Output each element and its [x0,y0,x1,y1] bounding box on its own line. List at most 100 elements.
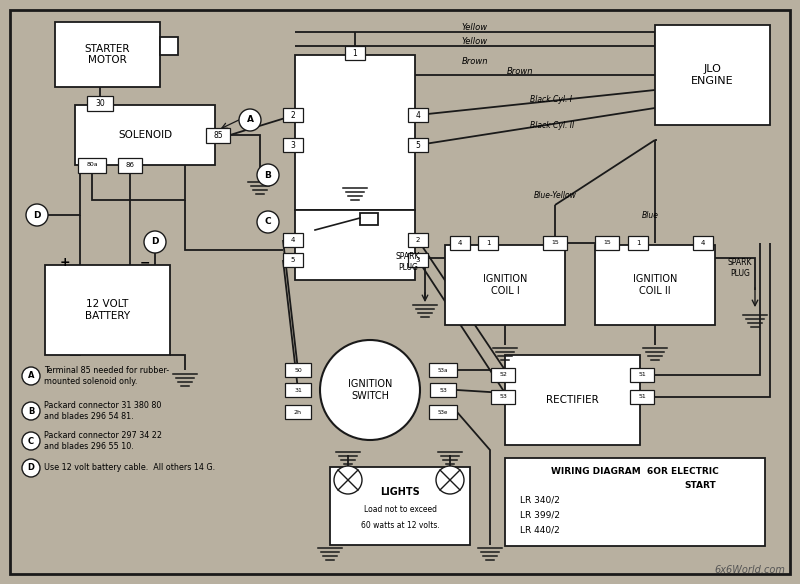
Text: 53a: 53a [438,367,448,373]
Text: 2: 2 [416,237,420,243]
Text: Yellow: Yellow [462,37,488,47]
Bar [360,213,378,225]
Text: 3: 3 [416,257,420,263]
Text: IGNITION
COIL II: IGNITION COIL II [633,274,677,296]
Text: −: − [140,256,150,269]
Text: D: D [34,210,41,220]
Text: 4: 4 [458,240,462,246]
Text: SOLENOID: SOLENOID [118,130,172,140]
Text: 60 watts at 12 volts.: 60 watts at 12 volts. [361,520,439,530]
Bar [543,236,567,250]
Bar [55,22,160,87]
Text: +: + [60,256,70,269]
Bar [595,245,715,325]
Bar [295,55,415,210]
Bar [206,127,230,142]
Text: 1: 1 [636,240,640,246]
Bar [160,37,178,55]
Text: 51: 51 [638,373,646,377]
Bar [285,405,311,419]
Text: A: A [246,116,254,124]
Bar [295,210,415,280]
Text: Blue-Yellow: Blue-Yellow [534,192,577,200]
Bar [285,363,311,377]
Text: LR 340/2: LR 340/2 [520,495,560,505]
Bar [283,138,303,152]
Text: 86: 86 [126,162,134,168]
Text: 52: 52 [499,373,507,377]
Bar [45,265,170,355]
Bar [283,108,303,122]
Bar [429,405,457,419]
Text: 4: 4 [415,110,421,120]
Text: 4: 4 [291,237,295,243]
Text: A: A [28,371,34,381]
Text: START: START [684,481,716,489]
Text: 80a: 80a [86,162,98,168]
Circle shape [22,402,40,420]
Bar [445,245,565,325]
Bar [87,96,113,110]
Text: 2h: 2h [294,409,302,415]
Text: STARTER
MOTOR: STARTER MOTOR [85,44,130,65]
Bar [630,368,654,382]
Bar [283,233,303,247]
Text: 15: 15 [603,241,611,245]
Bar [330,467,470,545]
Text: 50: 50 [294,367,302,373]
Bar [345,46,365,60]
Bar [450,236,470,250]
Text: 5: 5 [415,141,421,150]
Text: 1: 1 [353,48,358,57]
Bar [491,390,515,404]
Text: Brown: Brown [506,67,534,75]
Bar [75,105,215,165]
Bar [78,158,106,172]
Text: Black Cyl. I: Black Cyl. I [530,96,572,105]
Bar [505,355,640,445]
Text: LR 440/2: LR 440/2 [520,526,560,534]
Bar [693,236,713,250]
Text: Black Cyl. II: Black Cyl. II [530,120,574,130]
Text: 15: 15 [551,241,559,245]
Text: Packard connector 297 34 22
and blades 296 55 10.: Packard connector 297 34 22 and blades 2… [44,432,162,451]
Text: 6x6World.com: 6x6World.com [714,565,785,575]
Text: 1: 1 [486,240,490,246]
Circle shape [22,367,40,385]
Text: 3: 3 [290,141,295,150]
Bar [491,368,515,382]
Bar [118,158,142,172]
Text: 4: 4 [701,240,705,246]
Bar [630,390,654,404]
Text: IGNITION
SWITCH: IGNITION SWITCH [348,379,392,401]
Text: Terminal 85 needed for rubber-
mounted solenoid only.: Terminal 85 needed for rubber- mounted s… [44,366,169,385]
Text: LR 399/2: LR 399/2 [520,510,560,520]
Bar [505,458,765,546]
Text: D: D [27,464,34,472]
Text: 5: 5 [291,257,295,263]
Bar [478,236,498,250]
Circle shape [257,164,279,186]
Text: D: D [151,238,158,246]
Circle shape [436,466,464,494]
Bar [408,233,428,247]
Bar [655,25,770,125]
Text: WIRING DIAGRAM  6OR ELECTRIC: WIRING DIAGRAM 6OR ELECTRIC [551,468,719,477]
Circle shape [144,231,166,253]
Text: 53: 53 [499,395,507,399]
Circle shape [334,466,362,494]
Bar [283,253,303,267]
Text: LIGHTS: LIGHTS [380,487,420,497]
Bar [628,236,648,250]
Text: B: B [265,171,271,179]
Text: B: B [28,406,34,415]
Bar [408,108,428,122]
Text: 51: 51 [638,395,646,399]
Text: 85: 85 [213,130,223,140]
Circle shape [22,459,40,477]
Bar [595,236,619,250]
Text: JLO
ENGINE: JLO ENGINE [691,64,734,86]
Bar [430,383,456,397]
Text: Blue: Blue [642,210,658,220]
Text: IGNITION
COIL I: IGNITION COIL I [483,274,527,296]
